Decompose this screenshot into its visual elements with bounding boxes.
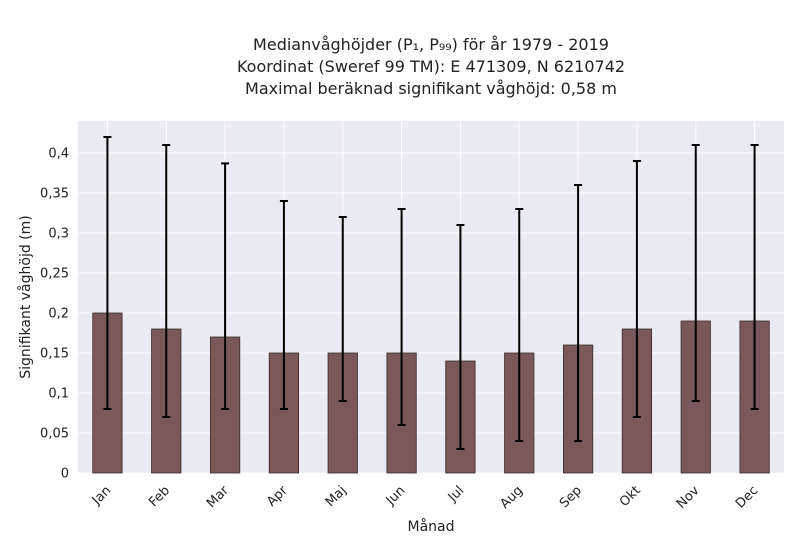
error-bar [162, 144, 171, 418]
error-bar [574, 184, 583, 442]
x-tick-label: Mar [204, 483, 232, 511]
y-tick-label: 0,2 [48, 307, 69, 322]
error-bar [691, 144, 700, 402]
y-tick-label: 0,25 [40, 267, 69, 282]
error-bar [632, 160, 641, 418]
y-tick-label: 0,15 [40, 347, 69, 362]
x-tick-label: Okt [617, 483, 644, 510]
bars [92, 312, 770, 474]
error-bar [338, 216, 347, 402]
y-tick-label: 0 [61, 467, 69, 482]
chart-title-line-1: Medianvåghöjder (P₁, P₉₉) för år 1979 - … [253, 35, 609, 54]
error-bar [515, 208, 524, 442]
x-tick-label: Feb [146, 483, 173, 510]
y-tick-label: 0,3 [48, 227, 69, 242]
y-tick-label: 0,4 [48, 147, 69, 162]
x-axis-label: Månad [408, 518, 455, 535]
y-tick-label: 0,1 [48, 387, 69, 402]
error-bars [103, 136, 759, 450]
x-tick-label: Dec [733, 483, 761, 511]
error-bar [397, 208, 406, 426]
error-bar [456, 224, 465, 450]
y-tick-labels: 0 0,05 0,1 0,15 0,2 0,25 0,3 0,35 0,4 [40, 147, 69, 482]
x-tick-label: Jan [89, 483, 114, 508]
x-tick-label: Apr [264, 483, 291, 510]
error-bar [279, 200, 288, 410]
plot-area [78, 121, 784, 473]
x-tick-labels: Jan Feb Mar Apr Maj Jun Jul Aug Sep Okt Nov Dec [89, 483, 762, 512]
y-tick-label: 0,05 [40, 427, 69, 442]
chart-title: Medianvåghöjder (P₁, P₉₉) för år 1979 - … [78, 34, 784, 100]
chart-title-line-3: Maximal beräknad signifikant våghöjd: 0,… [245, 79, 617, 98]
y-axis-label: Signifikant våghöjd (m) [17, 215, 34, 378]
error-bar [103, 136, 112, 410]
x-tick-label: Nov [674, 483, 703, 512]
x-tick-label: Aug [498, 483, 527, 512]
x-tick-label: Maj [323, 483, 350, 510]
x-tick-label: Sep [557, 483, 585, 511]
y-tick-label: 0,35 [40, 187, 69, 202]
x-tick-label: Jun [383, 483, 409, 509]
x-tick-label: Jul [445, 483, 467, 505]
chart-title-line-2: Koordinat (Sweref 99 TM): E 471309, N 62… [236, 57, 626, 76]
error-bar [750, 144, 759, 410]
error-bar [221, 162, 230, 410]
